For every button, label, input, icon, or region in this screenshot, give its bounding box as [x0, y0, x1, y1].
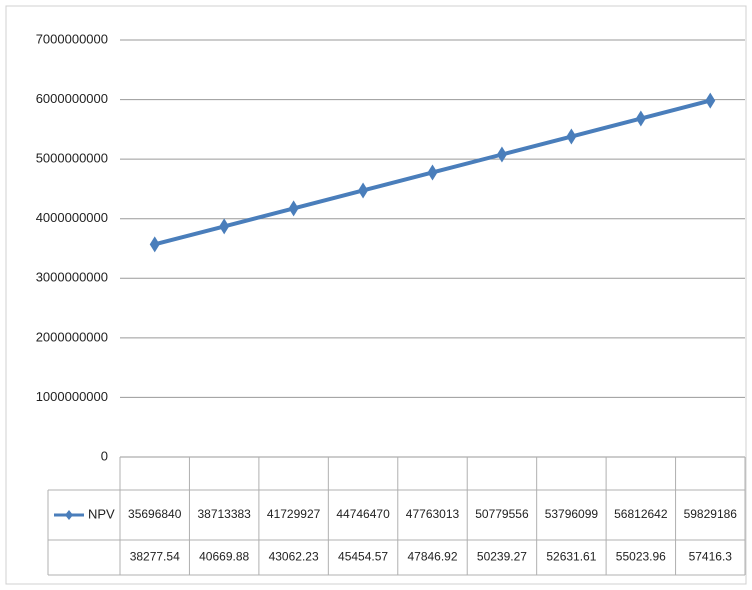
chart: 0 1000000000 2000000000 3000000000 400000000… — [0, 0, 752, 590]
y-tick-label: 7000000000 — [36, 31, 108, 46]
data-table-value: 47763013 — [406, 507, 460, 521]
data-table-value: 56812642 — [614, 507, 668, 521]
x-tick-label: 38277.54 — [130, 550, 180, 564]
x-tick-label: 50239.27 — [477, 550, 527, 564]
data-table-value: 44746470 — [336, 507, 390, 521]
y-tick-label: 0 — [101, 448, 108, 463]
y-tick-label: 2000000000 — [36, 329, 108, 344]
x-tick-label: 55023.96 — [616, 550, 666, 564]
data-table-value: 41729927 — [267, 507, 321, 521]
x-tick-label: 43062.23 — [269, 550, 319, 564]
y-tick-label: 6000000000 — [36, 91, 108, 106]
data-table-value: 38713383 — [197, 507, 251, 521]
y-tick-label: 3000000000 — [36, 270, 108, 285]
x-tick-label: 40669.88 — [199, 550, 249, 564]
data-table-value: 59829186 — [684, 507, 738, 521]
data-table-value: 50779556 — [475, 507, 529, 521]
data-table-value: 53796099 — [545, 507, 599, 521]
x-tick-label: 47846.92 — [407, 550, 457, 564]
x-tick-label: 45454.57 — [338, 550, 388, 564]
chart-frame — [6, 6, 746, 584]
x-tick-label: 52631.61 — [546, 550, 596, 564]
legend-label: NPV — [88, 506, 115, 521]
y-tick-label: 1000000000 — [36, 389, 108, 404]
data-table-value: 35696840 — [128, 507, 182, 521]
x-tick-label: 57416.3 — [689, 550, 733, 564]
y-tick-label: 5000000000 — [36, 151, 108, 166]
y-tick-label: 4000000000 — [36, 210, 108, 225]
